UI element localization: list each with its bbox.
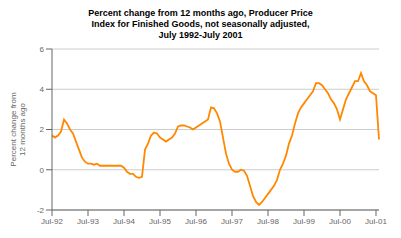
svg-text:Jul-98: Jul-98 <box>257 217 279 226</box>
svg-text:Jul-94: Jul-94 <box>113 217 135 226</box>
svg-text:Jul-97: Jul-97 <box>221 217 243 226</box>
svg-text:Jul-93: Jul-93 <box>77 217 99 226</box>
svg-text:Jul-95: Jul-95 <box>149 217 171 226</box>
svg-text:Jul-96: Jul-96 <box>185 217 207 226</box>
svg-text:2: 2 <box>40 125 45 134</box>
svg-text:Percent change from12 months a: Percent change from12 months ago <box>9 92 27 167</box>
svg-text:Jul-92: Jul-92 <box>41 217 63 226</box>
svg-text:6: 6 <box>40 45 45 54</box>
svg-text:Jul-01: Jul-01 <box>365 217 387 226</box>
svg-text:Jul-00: Jul-00 <box>329 217 351 226</box>
svg-text:-2: -2 <box>37 206 45 215</box>
html-text:Percent change from 12 months: Percent change from 12 months ago, Produ… <box>88 8 313 18</box>
svg-text:0: 0 <box>40 166 45 175</box>
html-text:July 1992-July 2001: July 1992-July 2001 <box>158 30 243 40</box>
html-text:Index for Finished Goods, not: Index for Finished Goods, not seasonally… <box>91 19 310 29</box>
svg-text:4: 4 <box>40 85 45 94</box>
svg-text:Jul-99: Jul-99 <box>293 217 315 226</box>
